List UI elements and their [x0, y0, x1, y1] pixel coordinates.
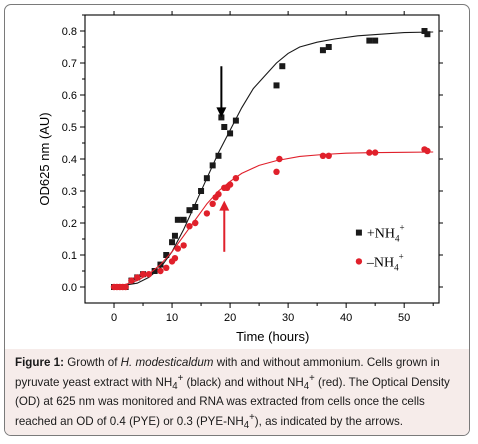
- data-point: [203, 175, 210, 182]
- data-point: [325, 44, 332, 50]
- data-point: [276, 155, 283, 163]
- series-1: [111, 28, 434, 290]
- data-point: [371, 149, 379, 156]
- y-tick-label: 0.0: [62, 282, 77, 294]
- data-point: [424, 31, 431, 38]
- y-tick-label: 0.6: [62, 90, 77, 102]
- y-tick-label: 0.4: [62, 154, 77, 166]
- data-point: [227, 130, 234, 137]
- data-point: [226, 181, 234, 188]
- data-point: [215, 191, 222, 198]
- data-point: [192, 219, 199, 227]
- legend-marker: [355, 258, 363, 265]
- data-point: [174, 216, 181, 223]
- data-point: [198, 188, 205, 194]
- data-point: [203, 210, 211, 217]
- x-tick-label: 30: [282, 312, 294, 324]
- caption-sub-1: 4: [172, 380, 178, 392]
- y-tick-label: 0.7: [62, 58, 77, 70]
- legend-label: +NH4+: [367, 223, 405, 244]
- data-point: [273, 82, 280, 89]
- data-point: [128, 277, 135, 284]
- data-point: [232, 175, 240, 182]
- data-point: [186, 207, 193, 214]
- data-point: [180, 242, 187, 249]
- arrow-head: [219, 200, 230, 211]
- x-tick-label: 40: [340, 312, 352, 324]
- x-tick-label: 20: [224, 312, 236, 324]
- arrow-up: [219, 200, 230, 252]
- y-tick-label: 0.2: [62, 218, 77, 230]
- data-point: [134, 274, 141, 281]
- y-axis-title: OD625 nm (AU): [37, 112, 52, 205]
- data-point: [209, 162, 216, 169]
- legend: +NH4+ –NH4+: [355, 223, 405, 272]
- caption-sup-1: +: [177, 372, 184, 384]
- caption-text-2: with and without ammonium. Cells grown i…: [15, 356, 440, 389]
- data-point: [163, 252, 170, 258]
- x-tick-label: 0: [111, 312, 117, 324]
- figure-caption: Figure 1: Growth of H. modesticaldum wit…: [5, 349, 469, 435]
- data-point: [424, 147, 431, 155]
- y-tick-label: 0.5: [62, 122, 77, 134]
- caption-sub-3: 4: [243, 419, 250, 431]
- arrow-down: [216, 66, 227, 118]
- data-point: [273, 168, 280, 175]
- legend-label: –NH4+: [366, 251, 404, 272]
- series-2: [110, 146, 434, 291]
- data-point: [215, 152, 222, 159]
- x-tick-label: 10: [166, 312, 178, 324]
- caption-sub-2: 4: [303, 380, 310, 392]
- data-point: [122, 283, 129, 291]
- caption-label: Figure 1:: [15, 356, 64, 369]
- y-tick-label: 0.8: [62, 26, 77, 38]
- caption-text-3: (black) and without NH: [183, 375, 304, 389]
- growth-chart: 0 10 20 30 40 50 0.0 0.1 0.2 0.3 0.4 0.5 0.6 0.7 0.8 Ti…: [37, 11, 443, 344]
- data-point: [171, 232, 178, 239]
- data-point: [192, 204, 199, 210]
- x-tick-label: 50: [398, 312, 410, 324]
- chart-area: 0 10 20 30 40 50 0.0 0.1 0.2 0.3 0.4 0.5 0.6 0.7 0.8 Ti…: [5, 5, 469, 350]
- data-point: [366, 37, 373, 44]
- data-point: [232, 117, 239, 124]
- data-point: [186, 223, 193, 230]
- fit-curve: [113, 31, 434, 287]
- data-point: [180, 216, 187, 223]
- data-point: [163, 264, 170, 271]
- data-point: [151, 268, 158, 274]
- caption-sup-3: +: [249, 411, 255, 423]
- data-point: [145, 271, 153, 278]
- data-point: [174, 245, 182, 252]
- data-point: [221, 124, 228, 130]
- data-point: [325, 152, 332, 159]
- data-point: [157, 267, 164, 275]
- data-point: [421, 28, 428, 34]
- y-tick-label: 0.1: [62, 250, 77, 262]
- data-point: [366, 149, 373, 156]
- x-axis-title: Time (hours): [236, 329, 309, 344]
- data-point: [139, 271, 147, 278]
- caption-text-5: ), as indicated by the arrows.: [254, 414, 403, 428]
- data-point: [279, 63, 286, 70]
- caption-text-4: (red). The Optical Density (OD) at 625 n…: [15, 375, 450, 428]
- figure-frame: 0 10 20 30 40 50 0.0 0.1 0.2 0.3 0.4 0.5 0.6 0.7 0.8 Ti…: [4, 4, 470, 436]
- caption-organism: H. modesticaldum: [120, 356, 214, 369]
- arrow-head: [216, 107, 227, 118]
- caption-text-1: Growth of: [63, 356, 121, 369]
- data-point: [171, 255, 179, 262]
- legend-marker: [355, 229, 362, 236]
- data-point: [319, 152, 327, 159]
- caption-sup-2: +: [309, 372, 315, 384]
- data-point: [169, 239, 176, 246]
- data-point: [209, 200, 216, 207]
- data-point: [372, 37, 379, 44]
- data-point: [319, 47, 326, 54]
- y-tick-label: 0.3: [62, 186, 77, 198]
